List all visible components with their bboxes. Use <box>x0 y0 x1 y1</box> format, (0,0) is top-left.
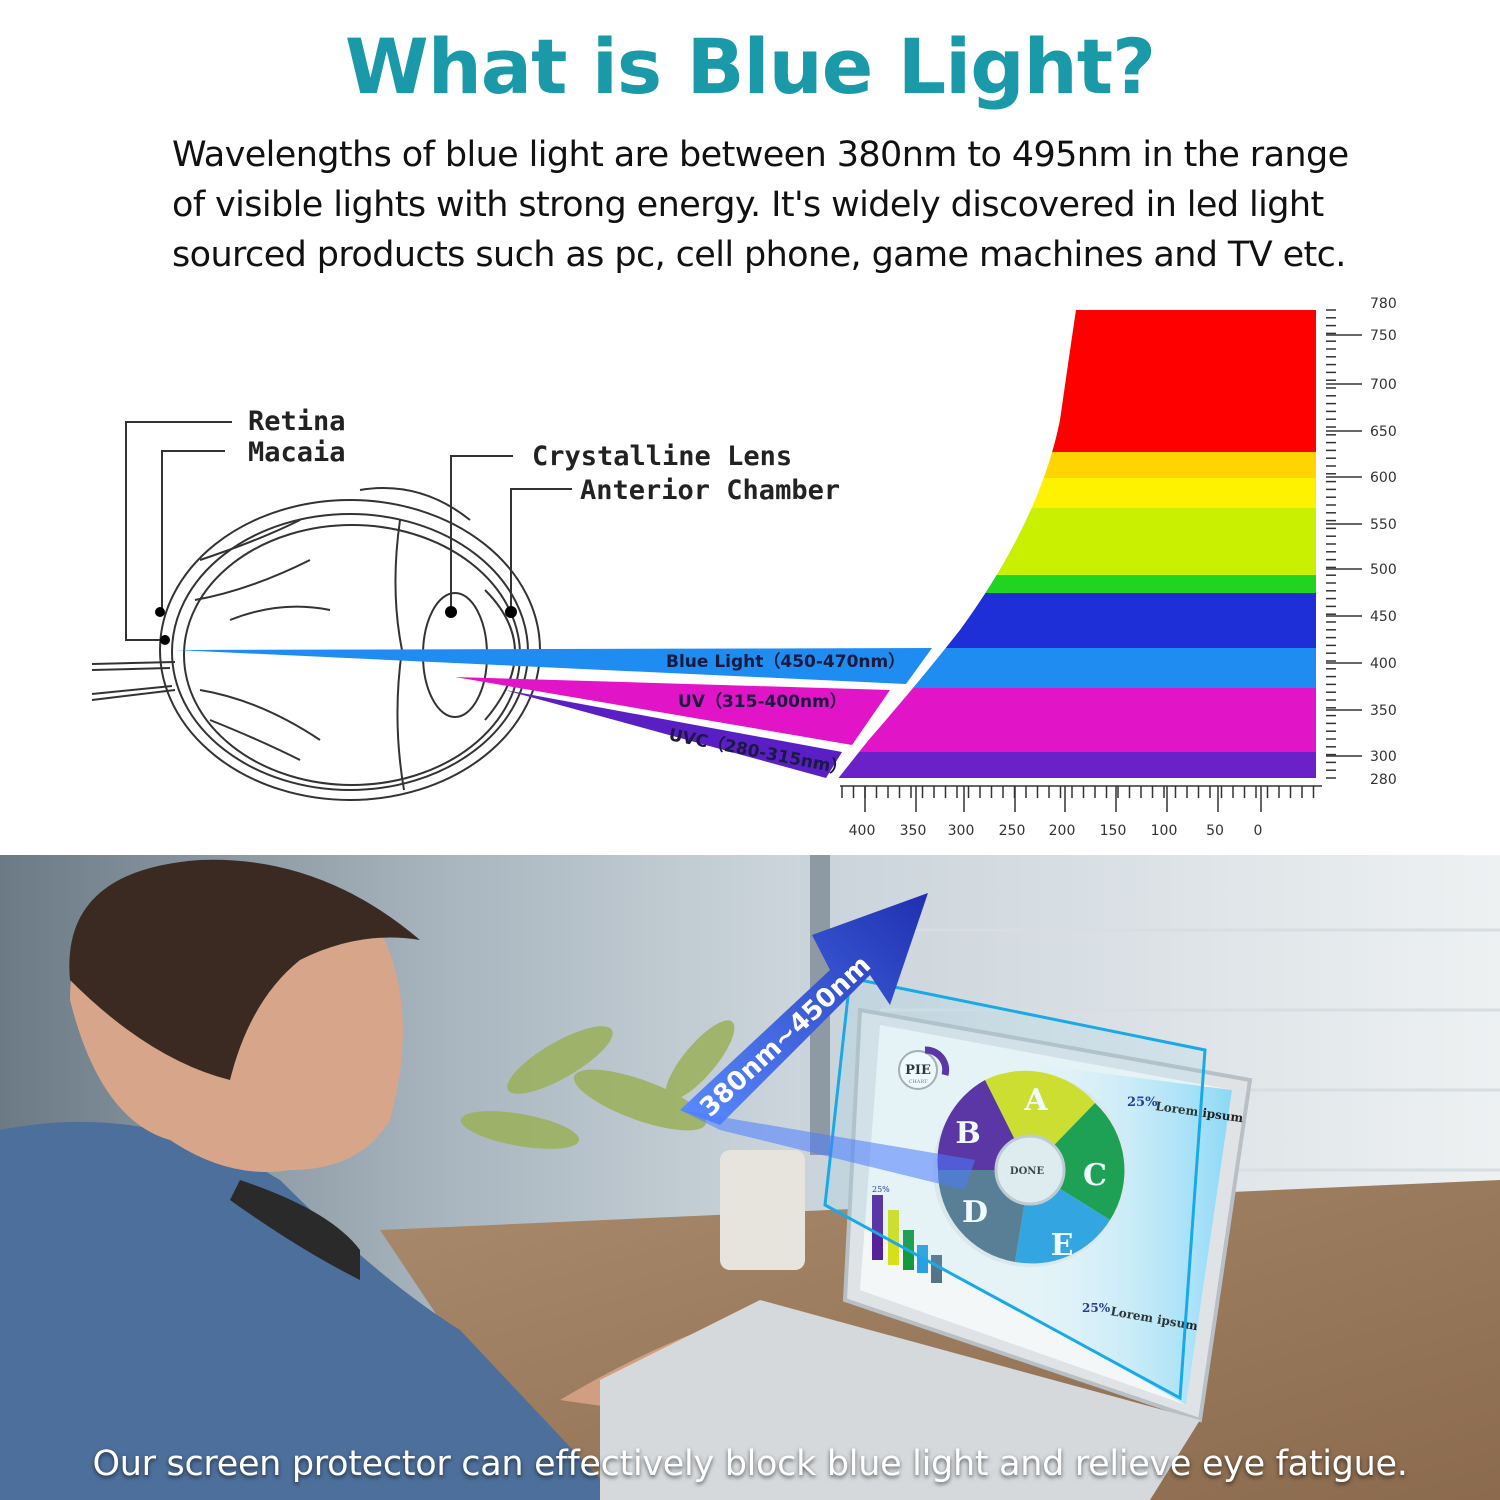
right-axis-label: 500 <box>1370 562 1397 578</box>
spectrum-band <box>835 593 1316 648</box>
spectrum-band <box>835 508 1316 575</box>
bottom-axis-label: 350 <box>900 823 927 839</box>
callout-percent: 25% <box>1127 1095 1158 1110</box>
intro-line: of visible lights with strong energy. It… <box>172 185 1324 225</box>
beam-label-uv: UV（315-400nm） <box>678 691 847 712</box>
bottom-axis-label: 300 <box>948 823 975 839</box>
bottom-axis: 400 350 300 250 200 150 100 50 0 <box>840 785 1322 839</box>
beam-uv <box>455 677 890 745</box>
person-shirt <box>0 1121 620 1500</box>
bottom-axis-label: 250 <box>999 823 1026 839</box>
screen-logo: PIE <box>905 1063 931 1078</box>
caption: Our screen protector can effectively blo… <box>92 1444 1408 1484</box>
spectrum-band <box>835 478 1316 508</box>
label-anterior-chamber: Anterior Chamber <box>580 475 840 506</box>
label-crystalline-lens: Crystalline Lens <box>532 441 792 472</box>
beam-blue-light <box>175 648 932 684</box>
right-axis-label: 400 <box>1370 656 1397 672</box>
spectrum-band <box>835 752 1316 778</box>
pie-label-e: E <box>1051 1228 1074 1263</box>
beam-uvc <box>505 690 842 778</box>
callout-percent: 25% <box>1082 1301 1111 1315</box>
bottom-axis-label: 0 <box>1254 823 1263 839</box>
bottom-axis-label: 50 <box>1206 823 1224 839</box>
right-axis-label: 280 <box>1370 772 1397 788</box>
bottom-axis-label: 200 <box>1049 823 1076 839</box>
spectrum-band <box>835 452 1316 478</box>
laptop-keyboard <box>600 1300 1200 1500</box>
right-axis-label: 450 <box>1370 609 1397 625</box>
spectrum-band <box>835 688 1316 752</box>
right-axis-label: 650 <box>1370 424 1397 440</box>
spectrum-band <box>835 310 1316 452</box>
bottom-axis-label: 400 <box>849 823 876 839</box>
blue-light-arrow <box>680 893 928 1125</box>
pie-label-b: B <box>955 1116 980 1151</box>
spectrum-band <box>835 575 1316 593</box>
pie-label-d: D <box>962 1195 988 1230</box>
pie-label-c: C <box>1083 1158 1107 1193</box>
right-axis-label: 780 <box>1370 296 1397 312</box>
laptop-photo: A B C D E DONE PIE CHART 25% Lorem ipsum… <box>0 855 1500 1500</box>
bar-label: 25% <box>872 1185 890 1194</box>
right-axis: 780 750 700 650 600 550 500 450 400 350 300 280 <box>1326 296 1397 788</box>
right-axis-label: 750 <box>1370 328 1397 344</box>
right-axis-label: 300 <box>1370 749 1397 765</box>
right-axis-label: 700 <box>1370 377 1397 393</box>
right-axis-label: 350 <box>1370 703 1397 719</box>
label-retina: Retina <box>248 406 346 437</box>
intro-line: sourced products such as pc, cell phone,… <box>172 235 1346 275</box>
screen-protector <box>823 976 1207 1401</box>
right-axis-label: 600 <box>1370 470 1397 486</box>
label-macaia: Macaia <box>248 437 346 468</box>
page-title: What is Blue Light? <box>344 22 1156 111</box>
right-axis-label: 550 <box>1370 517 1397 533</box>
bottom-axis-label: 100 <box>1151 823 1178 839</box>
screen-pie-chart: A B C D E DONE PIE CHART 25% Lorem ipsum… <box>872 1046 1244 1333</box>
pie-label-a: A <box>1023 1083 1048 1118</box>
plant <box>460 1020 735 1149</box>
photo-scene: A B C D E DONE PIE CHART 25% Lorem ipsum… <box>0 855 1500 1500</box>
screen-logo-sub: CHART <box>909 1079 928 1085</box>
beam-label-blue-light: Blue Light（450-470nm） <box>666 651 905 672</box>
brick-wall <box>880 928 1500 1172</box>
intro-text: Wavelengths of blue light are between 38… <box>172 130 1352 280</box>
bottom-axis-label: 150 <box>1100 823 1127 839</box>
pie-center-button: DONE <box>1010 1166 1045 1177</box>
intro-line: Wavelengths of blue light are between 38… <box>172 135 1349 175</box>
